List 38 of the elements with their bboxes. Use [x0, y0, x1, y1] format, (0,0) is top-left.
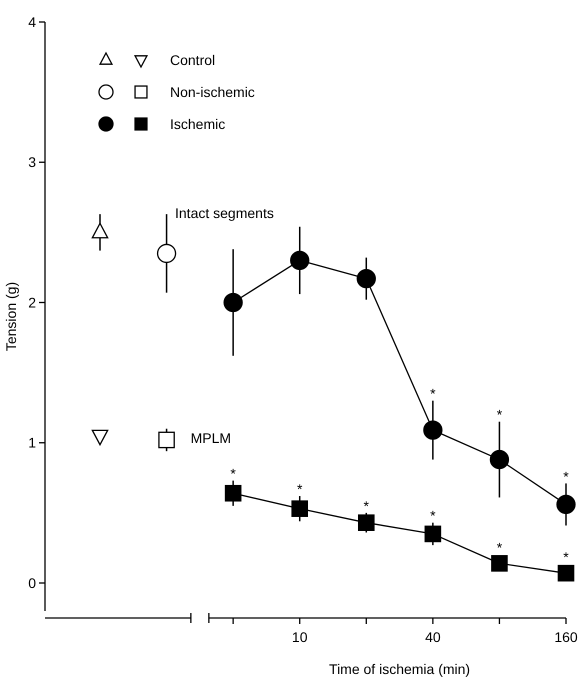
point	[491, 555, 508, 572]
data-label: *	[563, 549, 570, 566]
y-tick-label: 2	[28, 294, 36, 310]
data-label: *	[496, 406, 503, 423]
y-tick-label: 4	[28, 14, 36, 30]
y-tick-label: 3	[28, 154, 36, 170]
legend-label: Control	[170, 52, 216, 68]
data-label: *	[296, 481, 303, 498]
data-label: *	[364, 498, 370, 514]
point	[490, 450, 510, 470]
point	[223, 292, 243, 312]
x-axis-title: Time of ischemia (min)	[329, 661, 470, 677]
y-axis-title: Tension (g)	[3, 282, 19, 352]
data-label: *	[563, 468, 570, 484]
data-label: *	[496, 539, 503, 556]
point	[558, 564, 574, 582]
x-tick-label: 10	[292, 629, 308, 645]
legend-label: Ischemic	[170, 116, 226, 132]
legend-label: Non-ischemic	[170, 84, 255, 100]
point	[224, 484, 242, 502]
point	[356, 269, 376, 288]
y-tick-label: 1	[28, 434, 36, 451]
y-tick-label: 0	[28, 574, 36, 591]
annotation: Intact segments	[175, 205, 274, 221]
point	[423, 420, 443, 440]
point	[291, 500, 308, 517]
data-label: *	[430, 508, 436, 524]
point	[358, 514, 375, 531]
point	[424, 526, 442, 542]
annotation: MPLM	[190, 430, 232, 446]
x-tick-label: 40	[425, 629, 441, 645]
data-label: *	[230, 466, 236, 482]
x-tick-label: 160	[554, 629, 578, 645]
point	[556, 494, 576, 514]
point	[156, 244, 176, 264]
point	[290, 250, 310, 270]
data-label: *	[430, 386, 436, 402]
point	[158, 432, 175, 448]
